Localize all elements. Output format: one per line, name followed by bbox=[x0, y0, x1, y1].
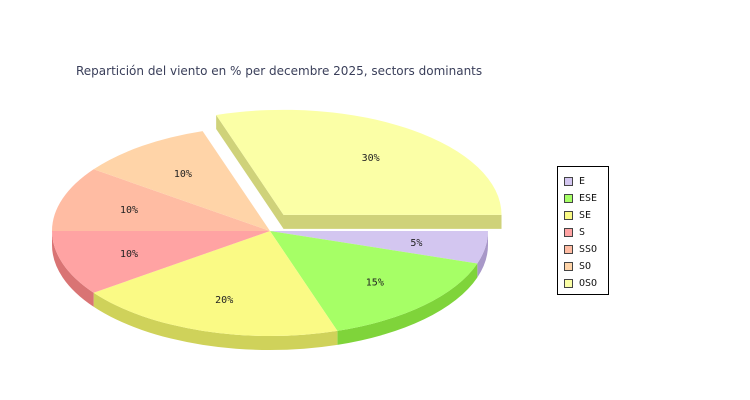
legend-item-ese: ESE bbox=[564, 190, 608, 207]
legend-label: SSO bbox=[579, 244, 598, 255]
pie-side-ese bbox=[337, 263, 478, 345]
legend-swatch bbox=[564, 177, 573, 186]
legend-label: SE bbox=[579, 210, 592, 221]
slice-label-ese: 15% bbox=[366, 277, 384, 288]
slice-label-oso: 30% bbox=[362, 153, 380, 164]
legend-item-sso: SSO bbox=[564, 241, 608, 258]
legend-swatch bbox=[564, 262, 573, 271]
legend-swatch bbox=[564, 228, 573, 237]
pie-slice-sso bbox=[52, 169, 270, 231]
pie-slice-s bbox=[52, 231, 270, 293]
slice-label-s: 10% bbox=[120, 249, 138, 260]
legend-item-e: E bbox=[564, 173, 608, 190]
legend-item-so: SO bbox=[564, 258, 608, 275]
legend-label: SO bbox=[579, 261, 592, 272]
legend-swatch bbox=[564, 194, 573, 203]
pie-wall-end-oso bbox=[283, 214, 502, 229]
legend-item-oso: OSO bbox=[564, 275, 608, 292]
legend-swatch bbox=[564, 211, 573, 220]
slice-label-sso: 10% bbox=[120, 205, 138, 216]
slice-label-so: 10% bbox=[174, 169, 192, 180]
pie-slice-ese bbox=[270, 231, 478, 331]
pie-slice-se bbox=[93, 231, 338, 336]
legend-label: S bbox=[579, 227, 586, 238]
pie-slice-oso bbox=[216, 109, 502, 215]
slice-label-e: 5% bbox=[410, 238, 422, 249]
pie-slice-e bbox=[270, 231, 488, 264]
legend-label: ESE bbox=[579, 193, 598, 204]
legend-label: E bbox=[579, 176, 586, 187]
legend-item-s: S bbox=[564, 224, 608, 241]
legend-swatch bbox=[564, 245, 573, 254]
pie-wall-start-oso bbox=[216, 114, 284, 229]
pie-side-s bbox=[52, 231, 94, 307]
pie-side-se bbox=[93, 292, 338, 350]
pie-slice-so bbox=[93, 131, 270, 231]
legend: E ESE SE S SSO SO OSO bbox=[557, 166, 609, 295]
legend-swatch bbox=[564, 279, 573, 288]
legend-item-se: SE bbox=[564, 207, 608, 224]
legend-label: OSO bbox=[579, 278, 598, 289]
chart-title: Repartición del viento en % per decembre… bbox=[76, 64, 483, 78]
pie-side-e bbox=[477, 231, 488, 278]
slice-label-se: 20% bbox=[215, 295, 233, 306]
